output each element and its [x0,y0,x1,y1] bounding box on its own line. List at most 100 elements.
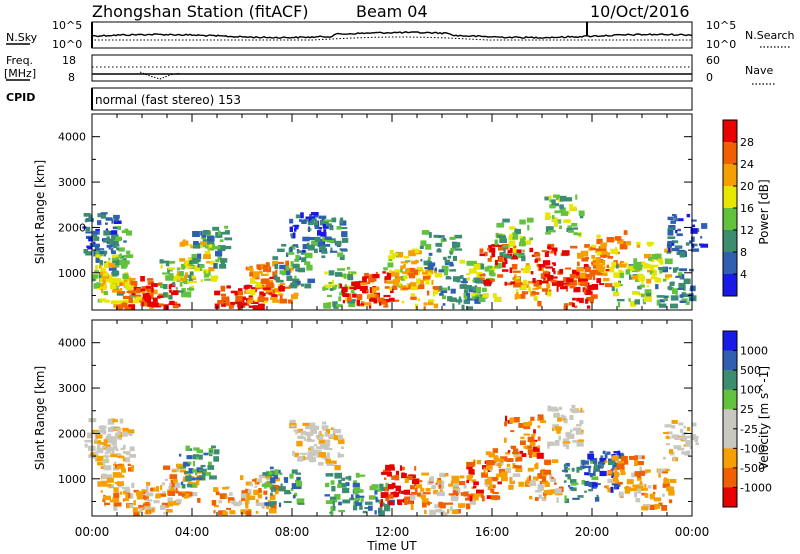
range-time-cell [591,476,599,481]
range-time-cell [143,503,150,506]
range-time-cell [98,273,102,279]
range-time-cell [324,271,328,275]
range-time-cell [181,288,186,294]
range-time-cell [455,491,459,497]
range-time-cell [286,252,289,257]
range-time-cell [644,484,647,488]
range-time-cell [269,466,274,470]
range-time-cell [162,272,169,275]
range-time-cell [289,218,294,224]
range-time-cell [200,464,206,468]
range-time-cell [484,251,488,257]
range-time-cell [104,262,113,268]
range-time-cell [462,278,467,284]
range-time-cell [629,487,637,492]
range-time-cell [213,456,219,462]
range-time-cell [85,226,91,232]
range-time-cell [484,266,489,272]
range-time-cell [491,251,496,257]
range-time-cell [473,485,477,489]
range-time-cell [479,274,486,277]
range-time-cell [120,305,128,308]
range-time-cell [454,248,463,251]
range-time-cell [591,244,597,247]
range-time-cell [233,501,241,507]
range-time-cell [500,222,504,225]
range-time-cell [289,247,293,253]
range-time-cell [487,487,492,491]
cpid-value: normal (fast stereo) 153 [95,93,241,107]
range-time-cell [368,495,376,500]
range-time-cell [523,446,528,449]
range-time-cell [158,293,167,297]
range-time-cell [154,283,158,287]
range-time-cell [323,284,331,289]
range-time-cell [538,494,542,499]
range-time-cell [349,286,357,290]
range-time-cell [673,434,679,439]
range-time-cell [371,273,380,279]
range-time-cell [252,479,256,482]
range-time-cell [179,453,182,457]
range-time-cell [565,288,568,292]
range-time-cell [364,501,373,505]
range-time-cell [348,271,351,276]
range-time-cell [444,259,450,264]
range-time-cell [584,472,589,476]
range-time-cell [396,252,404,258]
range-time-cell [181,265,185,270]
range-time-cell [333,435,342,441]
range-time-cell [429,509,436,515]
range-time-cell [514,274,517,277]
range-time-cell [665,443,670,446]
range-time-cell [661,504,668,511]
range-time-cell [529,453,533,458]
range-time-cell [421,269,425,274]
range-time-cell [95,254,100,258]
range-time-cell [554,488,562,494]
range-time-cell [88,214,92,221]
range-time-cell [644,253,652,259]
range-time-cell [612,464,618,469]
range-time-cell [414,487,418,494]
range-time-cell [193,242,201,249]
range-time-cell [441,238,446,241]
y-tick-label: 4000 [58,337,86,350]
range-time-cell [591,486,594,490]
range-time-cell [536,279,542,285]
range-time-cell [304,261,311,266]
range-time-cell [414,466,417,471]
range-time-cell [183,463,190,467]
range-time-cell [550,250,554,254]
range-time-cell [119,260,125,265]
range-time-cell [272,260,278,267]
range-time-cell [205,269,209,274]
range-time-cell [146,485,149,491]
range-time-cell [679,268,687,272]
range-time-cell [293,492,298,497]
range-time-cell [186,455,193,460]
range-time-cell [262,278,270,285]
range-time-cell [291,294,298,300]
range-time-cell [671,248,680,252]
range-time-cell [598,464,603,469]
range-time-cell [129,294,136,298]
range-time-cell [116,280,119,287]
range-time-cell [121,282,125,285]
range-time-cell [181,292,189,298]
range-time-cell [250,297,254,301]
range-time-cell [644,289,652,295]
range-time-cell [606,485,609,490]
range-time-cell [351,494,354,499]
range-time-cell [690,228,698,234]
range-time-cell [620,264,627,268]
range-time-cell [634,460,638,466]
range-time-cell [689,445,693,448]
range-time-cell [250,287,258,291]
range-time-cell [94,437,98,443]
range-time-cell [122,430,130,435]
range-time-cell [530,416,535,421]
range-time-cell [489,484,494,489]
